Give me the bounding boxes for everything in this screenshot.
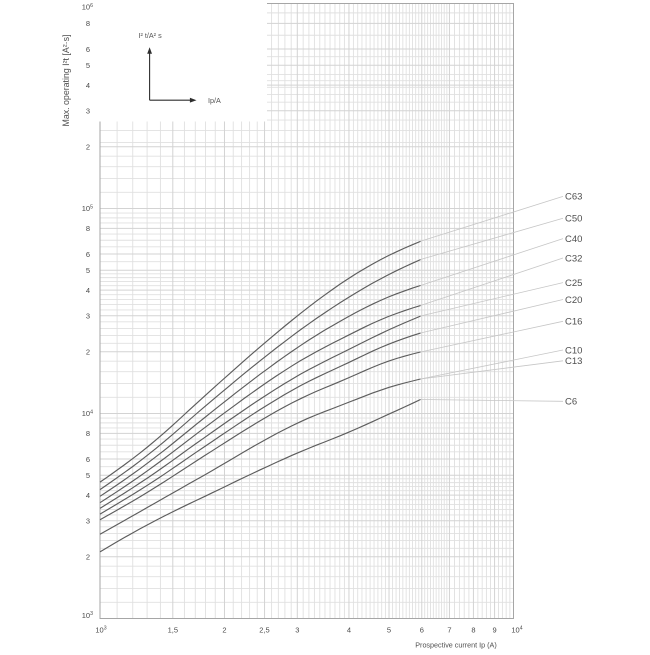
svg-text:5: 5 [86, 61, 90, 70]
svg-text:8: 8 [86, 224, 90, 233]
svg-text:C6: C6 [565, 397, 577, 408]
svg-text:104: 104 [82, 409, 93, 418]
svg-text:3: 3 [86, 107, 90, 116]
svg-text:5: 5 [86, 471, 90, 480]
svg-text:8: 8 [471, 626, 475, 635]
svg-text:Max. operating I²t [A²·s]: Max. operating I²t [A²·s] [61, 35, 71, 127]
svg-text:7: 7 [447, 626, 451, 635]
svg-text:Ip/A: Ip/A [208, 96, 221, 105]
svg-text:5: 5 [86, 266, 90, 275]
svg-text:3: 3 [295, 626, 299, 635]
svg-text:4: 4 [347, 626, 351, 635]
svg-text:3: 3 [86, 517, 90, 526]
svg-text:C20: C20 [565, 295, 582, 306]
svg-text:C63: C63 [565, 192, 582, 203]
svg-text:5: 5 [387, 626, 391, 635]
svg-text:1,5: 1,5 [168, 626, 178, 635]
svg-text:4: 4 [86, 81, 90, 90]
svg-text:105: 105 [82, 204, 93, 213]
svg-text:C25: C25 [565, 278, 582, 289]
svg-text:C32: C32 [565, 253, 582, 264]
svg-text:C10: C10 [565, 345, 582, 356]
svg-text:104: 104 [511, 626, 522, 635]
svg-text:2: 2 [86, 348, 90, 357]
svg-text:3: 3 [86, 312, 90, 321]
svg-text:6: 6 [86, 250, 90, 259]
svg-text:4: 4 [86, 491, 90, 500]
svg-text:103: 103 [82, 611, 93, 620]
svg-text:103: 103 [95, 626, 106, 635]
svg-text:C13: C13 [565, 356, 582, 367]
svg-text:C50: C50 [565, 214, 582, 225]
svg-text:4: 4 [86, 286, 90, 295]
svg-text:2: 2 [86, 553, 90, 562]
svg-text:Prospective current Ip (A): Prospective current Ip (A) [415, 641, 497, 650]
svg-text:106: 106 [82, 3, 93, 12]
svg-text:6: 6 [86, 455, 90, 464]
svg-text:6: 6 [420, 626, 424, 635]
svg-text:8: 8 [86, 429, 90, 438]
svg-text:C40: C40 [565, 234, 582, 245]
svg-text:2: 2 [86, 143, 90, 152]
svg-text:2,5: 2,5 [259, 626, 269, 635]
svg-text:C16: C16 [565, 317, 582, 328]
svg-text:I² t/A² s: I² t/A² s [139, 31, 163, 40]
svg-text:9: 9 [493, 626, 497, 635]
svg-text:8: 8 [86, 19, 90, 28]
svg-text:2: 2 [222, 626, 226, 635]
svg-text:6: 6 [86, 45, 90, 54]
